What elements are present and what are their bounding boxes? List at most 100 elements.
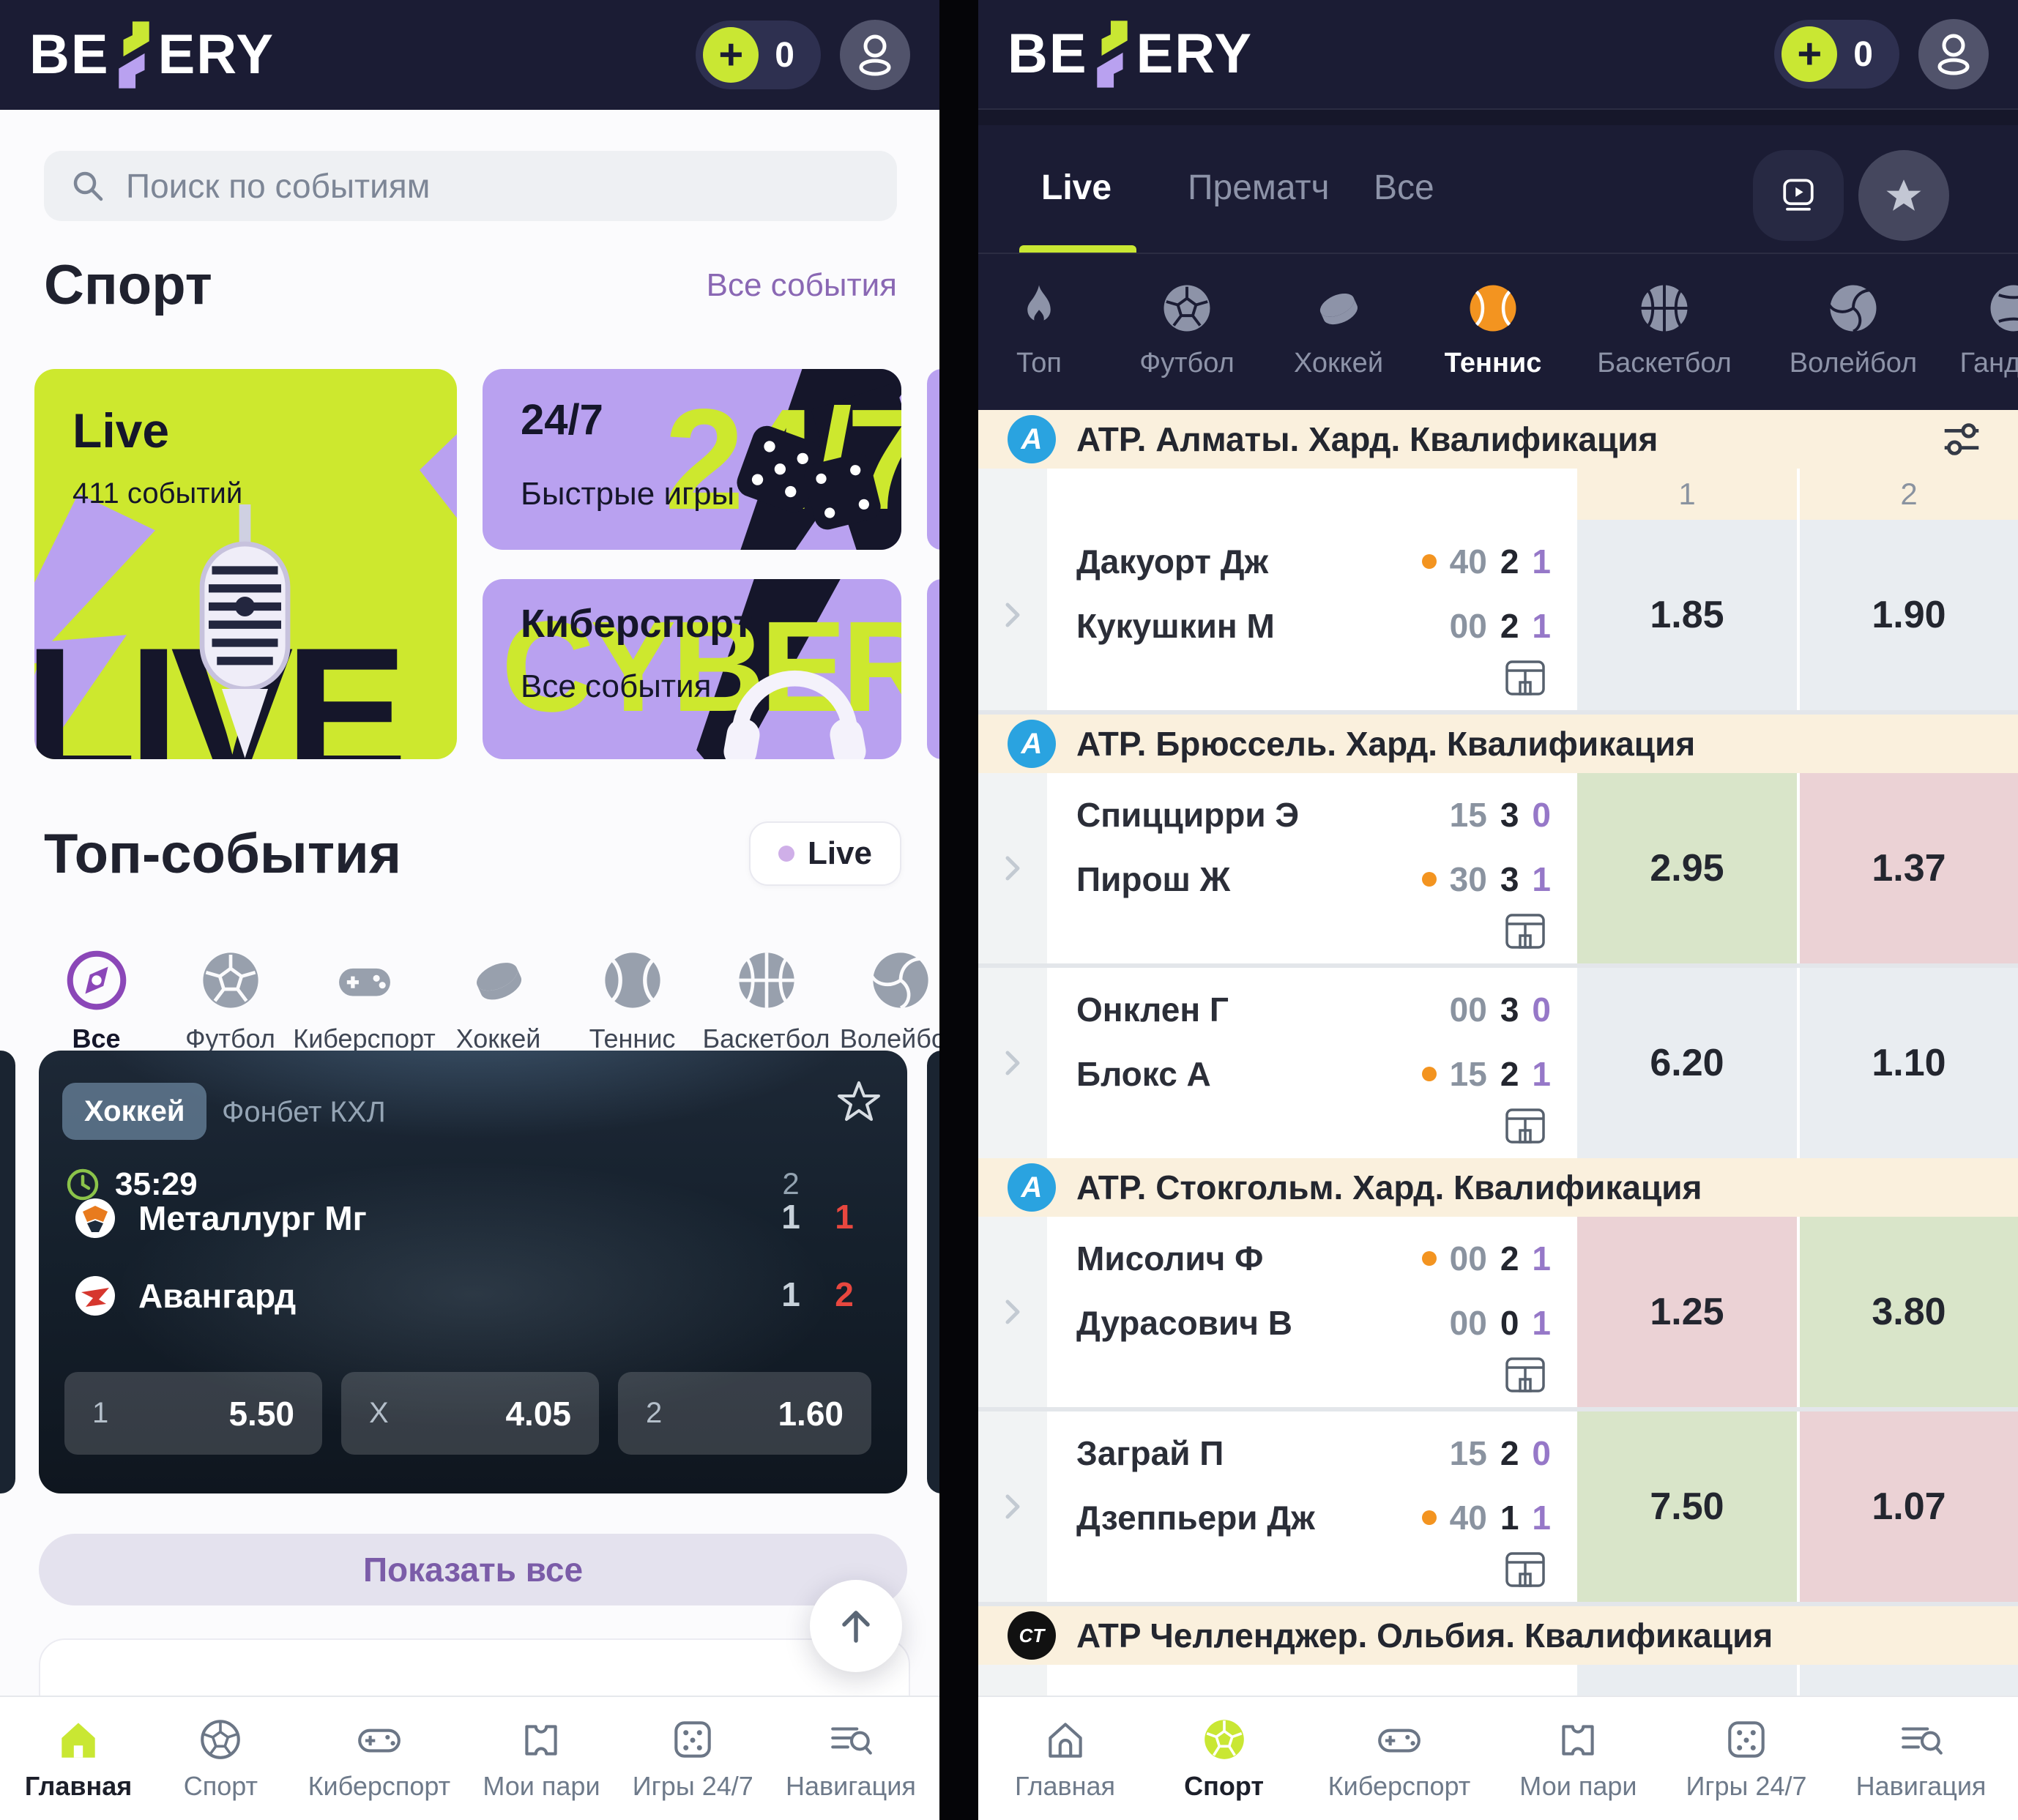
odd-cell-2[interactable]: 1.10 bbox=[1800, 968, 2018, 1158]
sport-tab-hockey[interactable]: Хоккей bbox=[1273, 282, 1404, 379]
team-name: Авангард bbox=[138, 1277, 297, 1315]
nav-sport[interactable]: Спорт bbox=[1169, 1715, 1279, 1802]
atp-logo: A bbox=[1008, 720, 1056, 768]
favorites-button[interactable] bbox=[1858, 150, 1949, 241]
tournament-header[interactable]: A ATP. Алматы. Хард. Квалификация bbox=[978, 410, 2018, 469]
odd-cell-2[interactable]: 1.07 bbox=[1800, 1411, 2018, 1602]
nav-home[interactable]: Главная bbox=[23, 1715, 133, 1802]
nav-cybersport[interactable]: Киберспорт bbox=[1328, 1715, 1470, 1802]
live-card-title: Live bbox=[72, 403, 170, 458]
search-input[interactable]: Поиск по событиям bbox=[44, 151, 897, 221]
active-tab-underline bbox=[1019, 245, 1136, 253]
column-header-2: 2 bbox=[1800, 469, 2018, 520]
odd-cell-2[interactable]: 1.90 bbox=[1800, 520, 2018, 710]
odd-button-1[interactable]: 1 5.50 bbox=[64, 1372, 322, 1455]
filter-cybersport[interactable]: Киберспорт bbox=[293, 949, 436, 1054]
court-stats-icon[interactable] bbox=[1503, 1105, 1548, 1146]
sport-tab-basketball[interactable]: Баскетбол bbox=[1597, 282, 1732, 379]
dice-icon bbox=[674, 1721, 712, 1758]
profile-button[interactable] bbox=[840, 20, 910, 90]
nav-navigation[interactable]: Навигация bbox=[1856, 1715, 1986, 1802]
filter-all[interactable]: Все bbox=[29, 949, 163, 1054]
balance-value: 0 bbox=[1853, 34, 1873, 74]
nav-sport[interactable]: Спорт bbox=[165, 1715, 275, 1802]
odd-cell-1[interactable]: 7.50 bbox=[1577, 1411, 1800, 1602]
court-stats-icon[interactable] bbox=[1503, 1549, 1548, 1590]
favorite-star-icon[interactable] bbox=[835, 1078, 882, 1125]
tournament-header[interactable]: A ATP. Стокгольм. Хард. Квалификация bbox=[978, 1158, 2018, 1217]
live-filter-chip[interactable]: Live bbox=[748, 821, 901, 886]
deposit-plus-icon[interactable]: + bbox=[1781, 26, 1838, 82]
odd-cell-1[interactable]: 6.20 bbox=[1577, 968, 1800, 1158]
streams-button[interactable] bbox=[1753, 150, 1844, 241]
expand-chevron[interactable] bbox=[978, 520, 1047, 710]
court-stats-icon[interactable] bbox=[1503, 657, 1548, 698]
games-247-card[interactable]: 24/7 24/7 Быстрые игры bbox=[483, 369, 901, 550]
headphones-icon bbox=[723, 670, 866, 759]
all-events-link[interactable]: Все события bbox=[706, 266, 897, 303]
odd-button-2[interactable]: 2 1.60 bbox=[618, 1372, 871, 1455]
odd-button-x[interactable]: X 4.05 bbox=[341, 1372, 599, 1455]
court-stats-icon[interactable] bbox=[1503, 1354, 1548, 1395]
sport-tab-tennis[interactable]: Теннис bbox=[1427, 282, 1559, 379]
team-name: Металлург Мг bbox=[138, 1199, 367, 1237]
balance-value: 0 bbox=[775, 35, 794, 75]
filter-basketball[interactable]: Баскетбол bbox=[699, 949, 833, 1054]
filter-volleyball[interactable]: Волейбол bbox=[833, 949, 939, 1054]
nav-games-247[interactable]: Игры 24/7 bbox=[633, 1715, 753, 1802]
show-all-button[interactable]: Показать все bbox=[39, 1534, 907, 1605]
tab-all[interactable]: Все bbox=[1374, 168, 1434, 207]
odd-cell-2[interactable]: 3.80 bbox=[1800, 1217, 2018, 1407]
nav-home[interactable]: Главная bbox=[1010, 1715, 1120, 1802]
serving-indicator bbox=[1421, 872, 1437, 887]
sport-tab-volleyball[interactable]: Волейбол bbox=[1787, 282, 1919, 379]
match-row[interactable]: Спиццирри Э 15 3 0 Пирош Ж 30 3 1 2.95 1.37 bbox=[978, 773, 2018, 963]
live-card[interactable]: Live 411 событий LIVE bbox=[34, 369, 457, 759]
court-stats-icon[interactable] bbox=[1503, 911, 1548, 952]
nav-cybersport[interactable]: Киберспорт bbox=[308, 1715, 450, 1802]
team-total: 1 bbox=[835, 1198, 854, 1236]
expand-chevron[interactable] bbox=[978, 773, 1047, 963]
tournament-header[interactable]: A ATP. Брюссель. Хард. Квалификация bbox=[978, 715, 2018, 773]
odd-cell-2[interactable]: 1.37 bbox=[1800, 773, 2018, 963]
nav-games-247[interactable]: Игры 24/7 bbox=[1686, 1715, 1807, 1802]
balance-pill[interactable]: + 0 bbox=[696, 20, 821, 89]
ticket-icon bbox=[1562, 1725, 1595, 1756]
match-row[interactable]: Дакуорт Дж 40 2 1 Кукушкин М 00 2 1 1.85 1.9… bbox=[978, 520, 2018, 710]
football-icon bbox=[1163, 285, 1210, 332]
gamepad-icon bbox=[357, 1728, 401, 1753]
match-row[interactable]: Онклен Г 00 3 0 Блокс А 15 2 1 6.20 1.10 bbox=[978, 968, 2018, 1158]
hockey-match-card[interactable]: Хоккей Фонбет КХЛ 35:29 2 bbox=[39, 1051, 907, 1493]
compass-icon bbox=[67, 950, 126, 1010]
nav-navigation[interactable]: Навигация bbox=[786, 1715, 916, 1802]
odd-cell-1[interactable]: 1.25 bbox=[1577, 1217, 1800, 1407]
filter-tennis[interactable]: Теннис bbox=[565, 949, 699, 1054]
cyber-card-title: Киберспорт bbox=[521, 602, 753, 646]
tab-live[interactable]: Live bbox=[1041, 168, 1112, 207]
dice-icon bbox=[1728, 1721, 1765, 1758]
expand-chevron[interactable] bbox=[978, 968, 1047, 1158]
sport-tab-handball[interactable]: Гандбол bbox=[1948, 282, 2018, 379]
match-row[interactable]: Мисолич Ф 00 2 1 Дурасович В 00 0 1 1.25 3.8… bbox=[978, 1217, 2018, 1407]
nav-my-bets[interactable]: Мои пари bbox=[483, 1715, 600, 1802]
profile-button[interactable] bbox=[1918, 19, 1989, 89]
nav-my-bets[interactable]: Мои пари bbox=[1519, 1715, 1637, 1802]
filter-football[interactable]: Футбол bbox=[163, 949, 297, 1054]
deposit-plus-icon[interactable]: + bbox=[703, 27, 759, 83]
football-icon bbox=[1204, 1720, 1244, 1759]
tab-prematch[interactable]: Прематч bbox=[1188, 168, 1330, 207]
match-time: 35:29 bbox=[115, 1166, 198, 1202]
cybersport-card[interactable]: CYBER Киберспорт Все события bbox=[483, 579, 901, 759]
expand-chevron[interactable] bbox=[978, 1217, 1047, 1407]
scroll-to-top-button[interactable] bbox=[810, 1580, 902, 1672]
odd-cell-1[interactable]: 1.85 bbox=[1577, 520, 1800, 710]
expand-chevron[interactable] bbox=[978, 1411, 1047, 1602]
sport-tab-top[interactable]: Топ bbox=[978, 282, 1105, 379]
match-row[interactable]: Заграй П 15 2 0 Дзеппьери Дж 40 1 1 7.50 1.0… bbox=[978, 1411, 2018, 1602]
tournament-header[interactable]: CT ATP Челленджер. Ольбия. Квалификация bbox=[978, 1606, 2018, 1665]
balance-pill[interactable]: + 0 bbox=[1774, 20, 1899, 89]
filter-sliders-icon[interactable] bbox=[1939, 417, 1984, 462]
filter-hockey[interactable]: Хоккей bbox=[431, 949, 565, 1054]
sport-tab-football[interactable]: Футбол bbox=[1121, 282, 1253, 379]
odd-cell-1[interactable]: 2.95 bbox=[1577, 773, 1800, 963]
